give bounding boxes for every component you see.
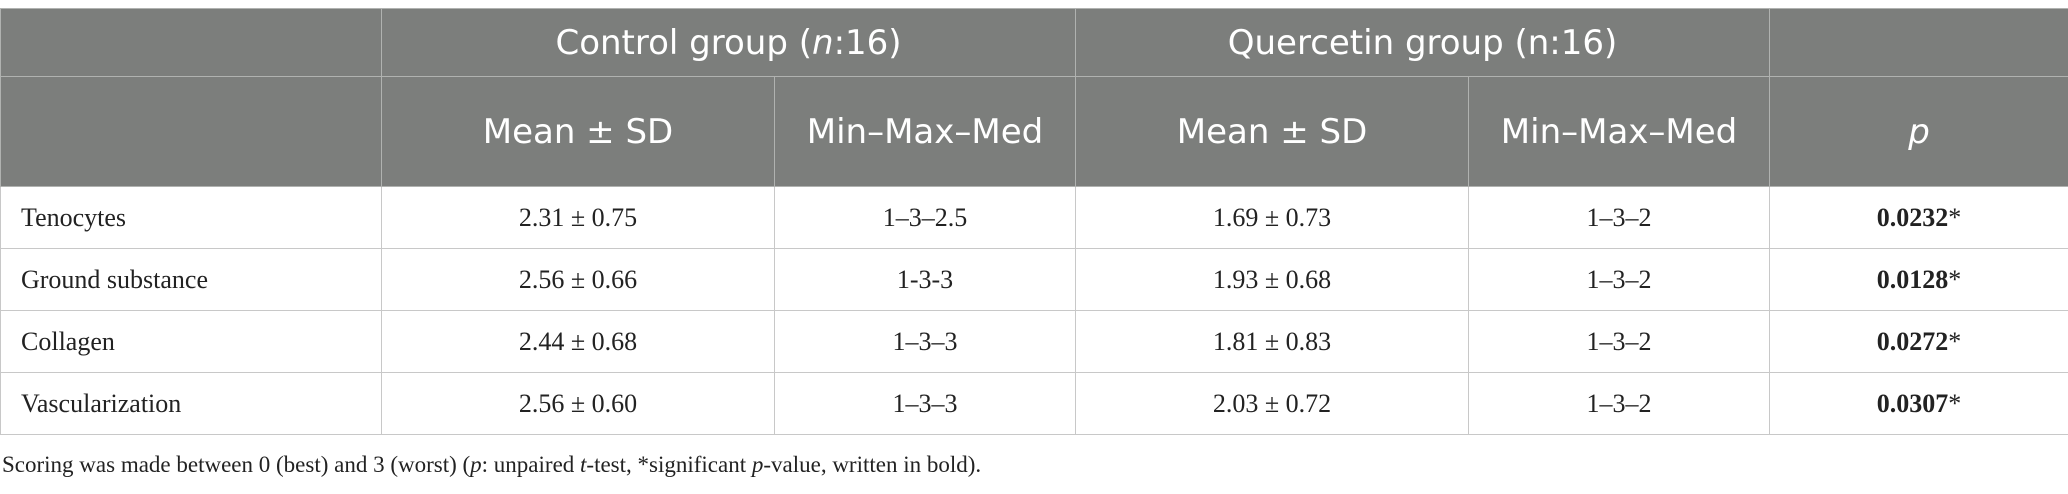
control-range-cell: 1–3–3: [773, 310, 1077, 373]
control-group-header: Control group (n:16): [380, 8, 1077, 77]
empty-header-cell: [1769, 8, 2068, 77]
p-value-cell: 0.0128*: [1769, 248, 2068, 311]
row-label: Ground substance: [0, 248, 382, 311]
control-mean-cell: 2.56 ± 0.60: [381, 372, 775, 435]
quercetin-range-cell: 1–3–2: [1468, 248, 1771, 311]
empty-header-cell: [0, 76, 382, 187]
row-label: Vascularization: [0, 372, 382, 435]
p-value-cell: 0.0307*: [1769, 372, 2068, 435]
quercetin-mean-cell: 2.03 ± 0.72: [1075, 372, 1470, 435]
quercetin-group-header: Quercetin group (n:16): [1075, 8, 1771, 77]
control-range-cell: 1-3-3: [773, 248, 1077, 311]
table-row: Vascularization 2.56 ± 0.60 1–3–3 2.03 ±…: [0, 372, 2068, 435]
subheader-row: Mean ± SD Min–Max–Med Mean ± SD Min–Max–…: [0, 76, 2068, 187]
p-value-cell: 0.0232*: [1769, 186, 2068, 249]
quercetin-range-cell: 1–3–2: [1468, 372, 1771, 435]
p-value-cell: 0.0272*: [1769, 310, 2068, 373]
quercetin-mean-cell: 1.81 ± 0.83: [1075, 310, 1470, 373]
quercetin-range-cell: 1–3–2: [1468, 186, 1771, 249]
table-container: Control group (n:16) Quercetin group (n:…: [0, 8, 2068, 435]
p-value-header: p: [1769, 76, 2068, 187]
control-min-max-med-header: Min–Max–Med: [773, 76, 1077, 187]
control-range-cell: 1–3–3: [773, 372, 1077, 435]
group-header-row: Control group (n:16) Quercetin group (n:…: [0, 8, 2068, 77]
table-row: Tenocytes 2.31 ± 0.75 1–3–2.5 1.69 ± 0.7…: [0, 186, 2068, 249]
control-mean-cell: 2.56 ± 0.66: [381, 248, 775, 311]
quercetin-mean-cell: 1.69 ± 0.73: [1075, 186, 1470, 249]
row-label: Collagen: [0, 310, 382, 373]
quercetin-range-cell: 1–3–2: [1468, 310, 1771, 373]
empty-header-cell: [0, 8, 382, 77]
table-footnote: Scoring was made between 0 (best) and 3 …: [2, 452, 982, 477]
results-table: Control group (n:16) Quercetin group (n:…: [0, 8, 2068, 435]
table-row: Ground substance 2.56 ± 0.66 1-3-3 1.93 …: [0, 248, 2068, 311]
row-label: Tenocytes: [0, 186, 382, 249]
table-row: Collagen 2.44 ± 0.68 1–3–3 1.81 ± 0.83 1…: [0, 310, 2068, 373]
control-mean-cell: 2.31 ± 0.75: [381, 186, 775, 249]
control-mean-sd-header: Mean ± SD: [381, 76, 775, 187]
quercetin-mean-cell: 1.93 ± 0.68: [1075, 248, 1470, 311]
control-mean-cell: 2.44 ± 0.68: [381, 310, 775, 373]
control-range-cell: 1–3–2.5: [773, 186, 1077, 249]
quercetin-mean-sd-header: Mean ± SD: [1075, 76, 1470, 187]
quercetin-min-max-med-header: Min–Max–Med: [1468, 76, 1771, 187]
